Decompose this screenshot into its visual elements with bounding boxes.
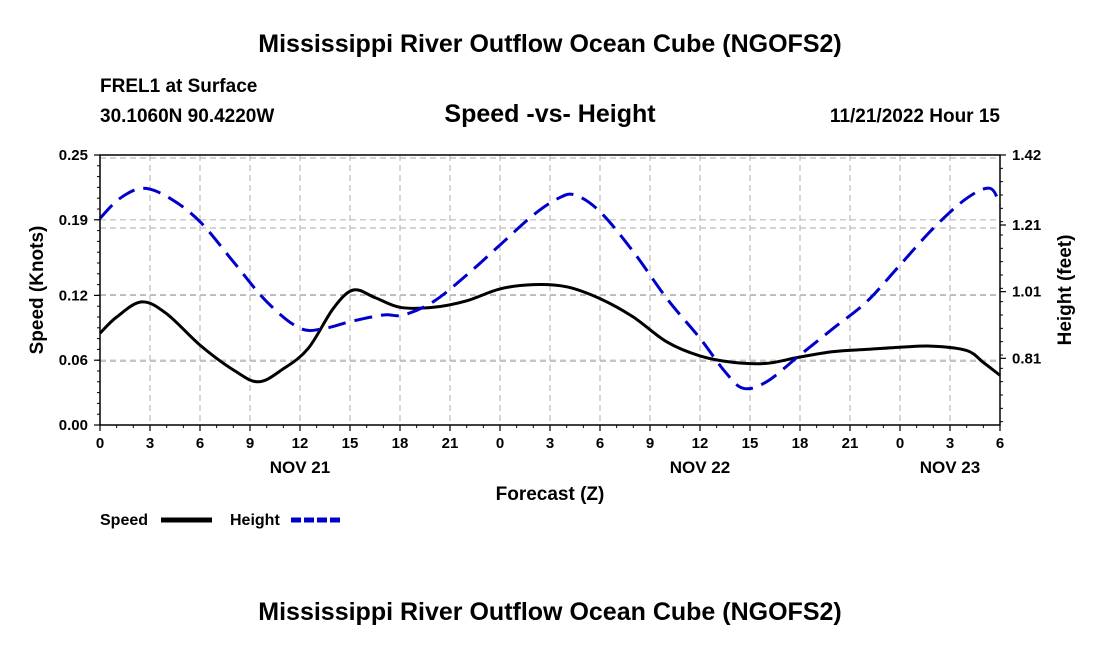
x-tick-label: 15 [742, 435, 759, 452]
page-title-repeat: Mississippi River Outflow Ocean Cube (NG… [258, 598, 842, 626]
y-tick-label: 0.06 [59, 352, 88, 369]
x-tick-label: 18 [392, 435, 409, 452]
x-day-label: NOV 23 [920, 458, 980, 477]
page-title: Mississippi River Outflow Ocean Cube (NG… [258, 30, 842, 58]
x-tick-label: 0 [896, 435, 904, 452]
height-series-line [98, 186, 1002, 391]
x-tick-label: 3 [946, 435, 954, 452]
x-tick-label: 0 [96, 435, 104, 452]
x-tick-label: 12 [292, 435, 309, 452]
forecast-datetime: 11/21/2022 Hour 15 [829, 106, 1000, 127]
x-tick-label: 0 [496, 435, 504, 452]
y2-tick-label: 1.01 [1012, 284, 1041, 301]
y2-tick-label: 0.81 [1012, 350, 1041, 367]
legend-speed-label: Speed [100, 512, 148, 529]
x-tick-label: 6 [196, 435, 204, 452]
x-day-label: NOV 22 [670, 458, 730, 477]
x-tick-label: 12 [692, 435, 709, 452]
x-axis-label: Forecast (Z) [496, 484, 605, 505]
y-tick-label: 0.12 [59, 287, 88, 304]
legend: Speed Height [100, 512, 342, 529]
y-tick-label: 0.00 [59, 417, 88, 434]
y-axis-label-left: Speed (Knots) [27, 226, 48, 355]
y-tick-label: 0.19 [59, 212, 88, 229]
station-coordinates: 30.1060N 90.4220W [100, 106, 275, 127]
x-tick-label: 18 [792, 435, 809, 452]
x-tick-label: 9 [646, 435, 654, 452]
x-tick-label: 3 [146, 435, 154, 452]
station-label: FREL1 at Surface [100, 76, 258, 97]
y2-tick-label: 1.42 [1012, 147, 1041, 164]
series-layer [98, 186, 1002, 391]
x-day-label: NOV 21 [270, 458, 330, 477]
y-tick-label: 0.25 [59, 147, 88, 164]
x-tick-label: 15 [342, 435, 359, 452]
x-tick-label: 21 [842, 435, 859, 452]
x-tick-label: 21 [442, 435, 459, 452]
x-tick-label: 9 [246, 435, 254, 452]
grid-layer [100, 155, 1000, 425]
speed-series-line [98, 282, 1001, 384]
y-axis-label-right: Height (feet) [1055, 235, 1076, 346]
x-tick-label: 6 [596, 435, 604, 452]
chart-title: Speed -vs- Height [444, 100, 656, 128]
x-tick-label: 6 [996, 435, 1004, 452]
x-tick-label: 3 [546, 435, 554, 452]
y2-tick-label: 1.21 [1012, 217, 1041, 234]
legend-height-label: Height [230, 512, 280, 529]
axis-layer: 0 3 6 9 12 15 18 21 0 3 6 9 12 15 18 21 0 3 6 NOV 21 NOV 22 N… [59, 147, 1041, 477]
